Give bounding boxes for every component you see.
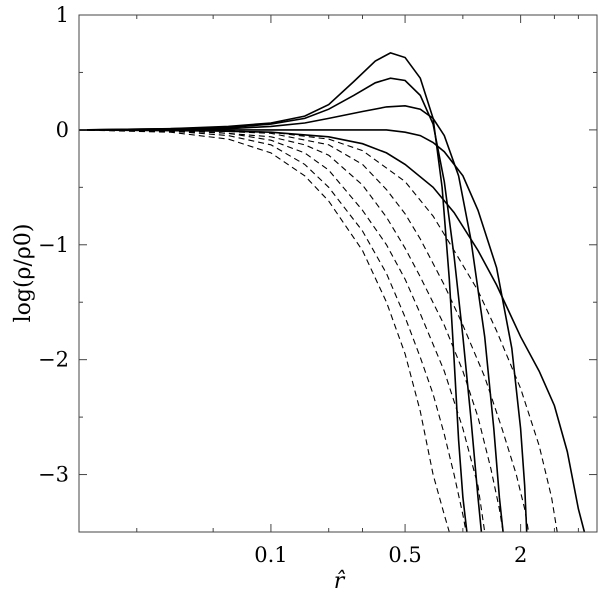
chart-marks bbox=[78, 52, 586, 533]
y-tick-label: −2 bbox=[38, 348, 69, 372]
y-tick-label: −1 bbox=[38, 233, 69, 257]
x-tick-label: 2 bbox=[514, 543, 527, 567]
solid-profile-line-2 bbox=[78, 77, 483, 533]
solid-profile-line-3 bbox=[78, 104, 504, 533]
x-tick-label: 0.5 bbox=[388, 543, 421, 567]
y-axis-label: log(ρ/ρ0) bbox=[11, 224, 36, 323]
solid-profile-line-1 bbox=[78, 52, 468, 533]
dashed-profile-line-8 bbox=[78, 129, 486, 533]
y-tick-label: −3 bbox=[38, 463, 69, 487]
dashed-profile-line-6 bbox=[78, 129, 450, 533]
axis-ticks: 1 0 −1 −2 −3 0.1 0.5 2 bbox=[38, 3, 597, 567]
dashed-profile-line-11 bbox=[78, 129, 558, 533]
y-tick-label: 0 bbox=[56, 118, 69, 142]
solid-profile-line-4 bbox=[79, 129, 528, 533]
x-tick-label: 0.1 bbox=[254, 543, 287, 567]
x-axis-label: r̂ bbox=[334, 569, 346, 594]
solid-profile-line-5 bbox=[78, 129, 586, 533]
plot-frame bbox=[78, 14, 598, 533]
y-tick-label: 1 bbox=[56, 3, 69, 27]
dashed-profile-line-10 bbox=[78, 129, 530, 533]
dashed-profile-line-9 bbox=[78, 129, 504, 533]
dashed-profile-line-7 bbox=[78, 129, 467, 533]
